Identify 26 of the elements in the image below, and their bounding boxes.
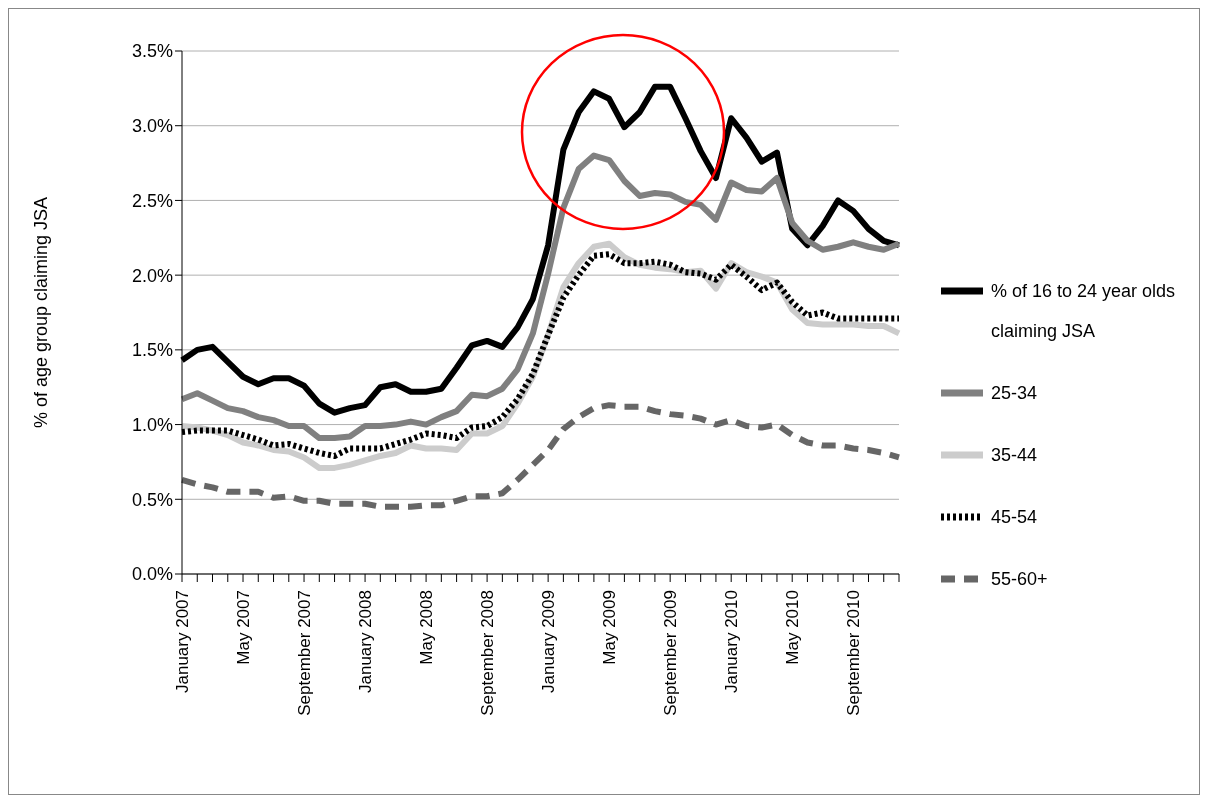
y-tick-label: 1.0% — [131, 414, 173, 435]
y-tick-label: 0.5% — [131, 489, 173, 510]
x-tick-label: January 2010 — [721, 590, 741, 694]
x-tick-label: May 2008 — [416, 590, 436, 665]
legend-label: 35-44 — [991, 444, 1038, 467]
legend-label: 45-54 — [991, 506, 1038, 529]
x-tick-label: January 2009 — [538, 590, 558, 694]
y-tick-label: 2.0% — [131, 265, 173, 286]
y-tick-label: 3.0% — [131, 116, 173, 137]
x-tick-label: May 2007 — [233, 590, 253, 665]
x-tick-label: September 2010 — [843, 590, 863, 716]
x-tick-label: May 2010 — [782, 590, 802, 665]
x-tick-label: September 2009 — [660, 590, 680, 716]
y-tick-label: 3.5% — [131, 41, 173, 62]
y-tick-label: 1.5% — [131, 340, 173, 361]
x-tick-label: September 2008 — [477, 590, 497, 716]
legend-label: % of 16 to 24 year olds claiming JSA — [991, 280, 1177, 343]
y-tick-label: 2.5% — [131, 190, 173, 211]
x-tick-label: May 2009 — [599, 590, 619, 665]
y-tick-label: 0.0% — [131, 564, 173, 585]
legend-label: 25-34 — [991, 382, 1038, 405]
y-axis-title: % of age group claiming JSA — [31, 196, 52, 429]
x-tick-label: January 2008 — [355, 590, 375, 694]
x-tick-label: January 2007 — [172, 590, 192, 694]
legend-label: 55-60+ — [991, 568, 1048, 591]
x-tick-label: September 2007 — [294, 590, 314, 716]
